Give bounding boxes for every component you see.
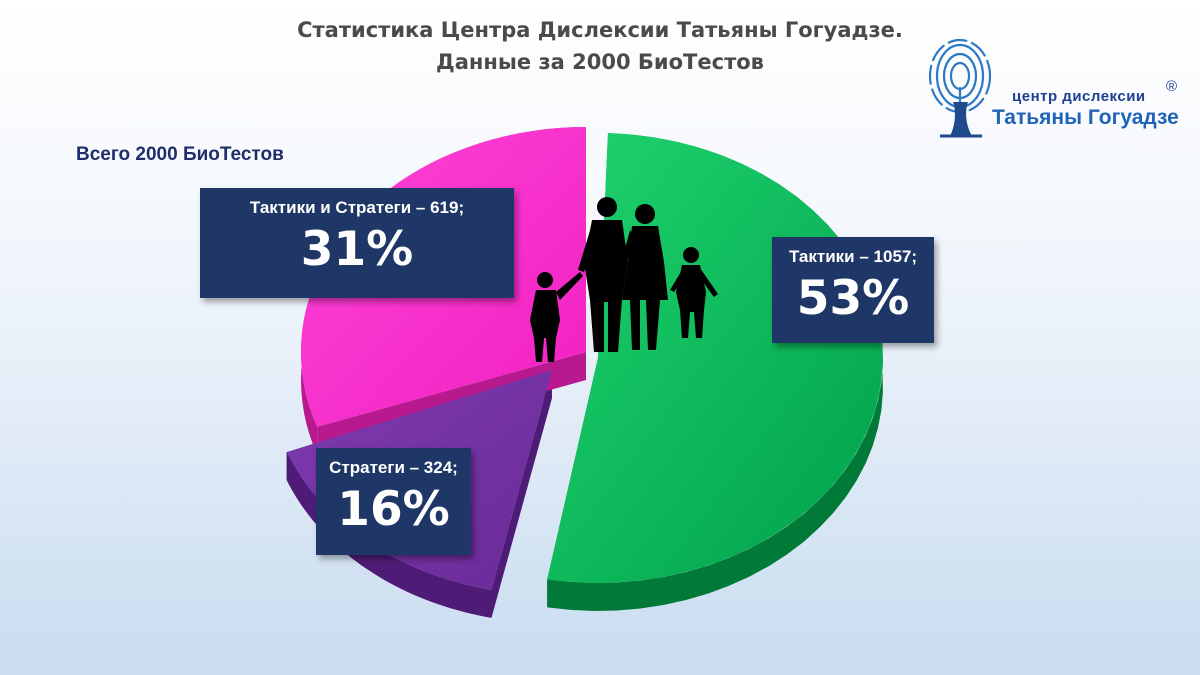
label-tactics: Тактики – 1057; 53%: [772, 237, 934, 343]
family-silhouette-icon: [530, 197, 718, 362]
total-label: Всего 2000 БиоТестов: [76, 144, 284, 165]
pie-slice-wall-purple-0: [491, 370, 552, 618]
fingerprint-tree-icon: [928, 38, 992, 138]
slice-label-name: Стратеги – 324;: [329, 458, 458, 477]
slice-label-percent: 31%: [300, 222, 414, 277]
slice-label-name: Тактики и Стратеги – 619;: [249, 198, 465, 217]
label-strategists: Стратеги – 324; 16%: [316, 448, 471, 555]
slice-label-percent: 16%: [337, 482, 450, 537]
pie-slice-green: [547, 133, 883, 583]
slice-label-name: Тактики – 1057;: [788, 247, 918, 266]
logo-line2: Татьяны Гогуадзе: [992, 106, 1179, 129]
logo-line1: центр дислексии: [1012, 88, 1146, 105]
logo: центр дислексии Татьяны Гогуадзе ®: [920, 38, 1190, 148]
chart-title: Статистика Центра Дислексии Татьяны Гогу…: [0, 14, 1200, 78]
label-tactics-strategists: Тактики и Стратеги – 619; 31%: [200, 188, 514, 298]
slice-label-percent: 53%: [796, 271, 910, 326]
chart-title-line2: Данные за 2000 БиоТестов: [436, 50, 764, 74]
registered-mark: ®: [1166, 78, 1178, 95]
chart-title-line1: Статистика Центра Дислексии Татьяны Гогу…: [297, 18, 903, 42]
